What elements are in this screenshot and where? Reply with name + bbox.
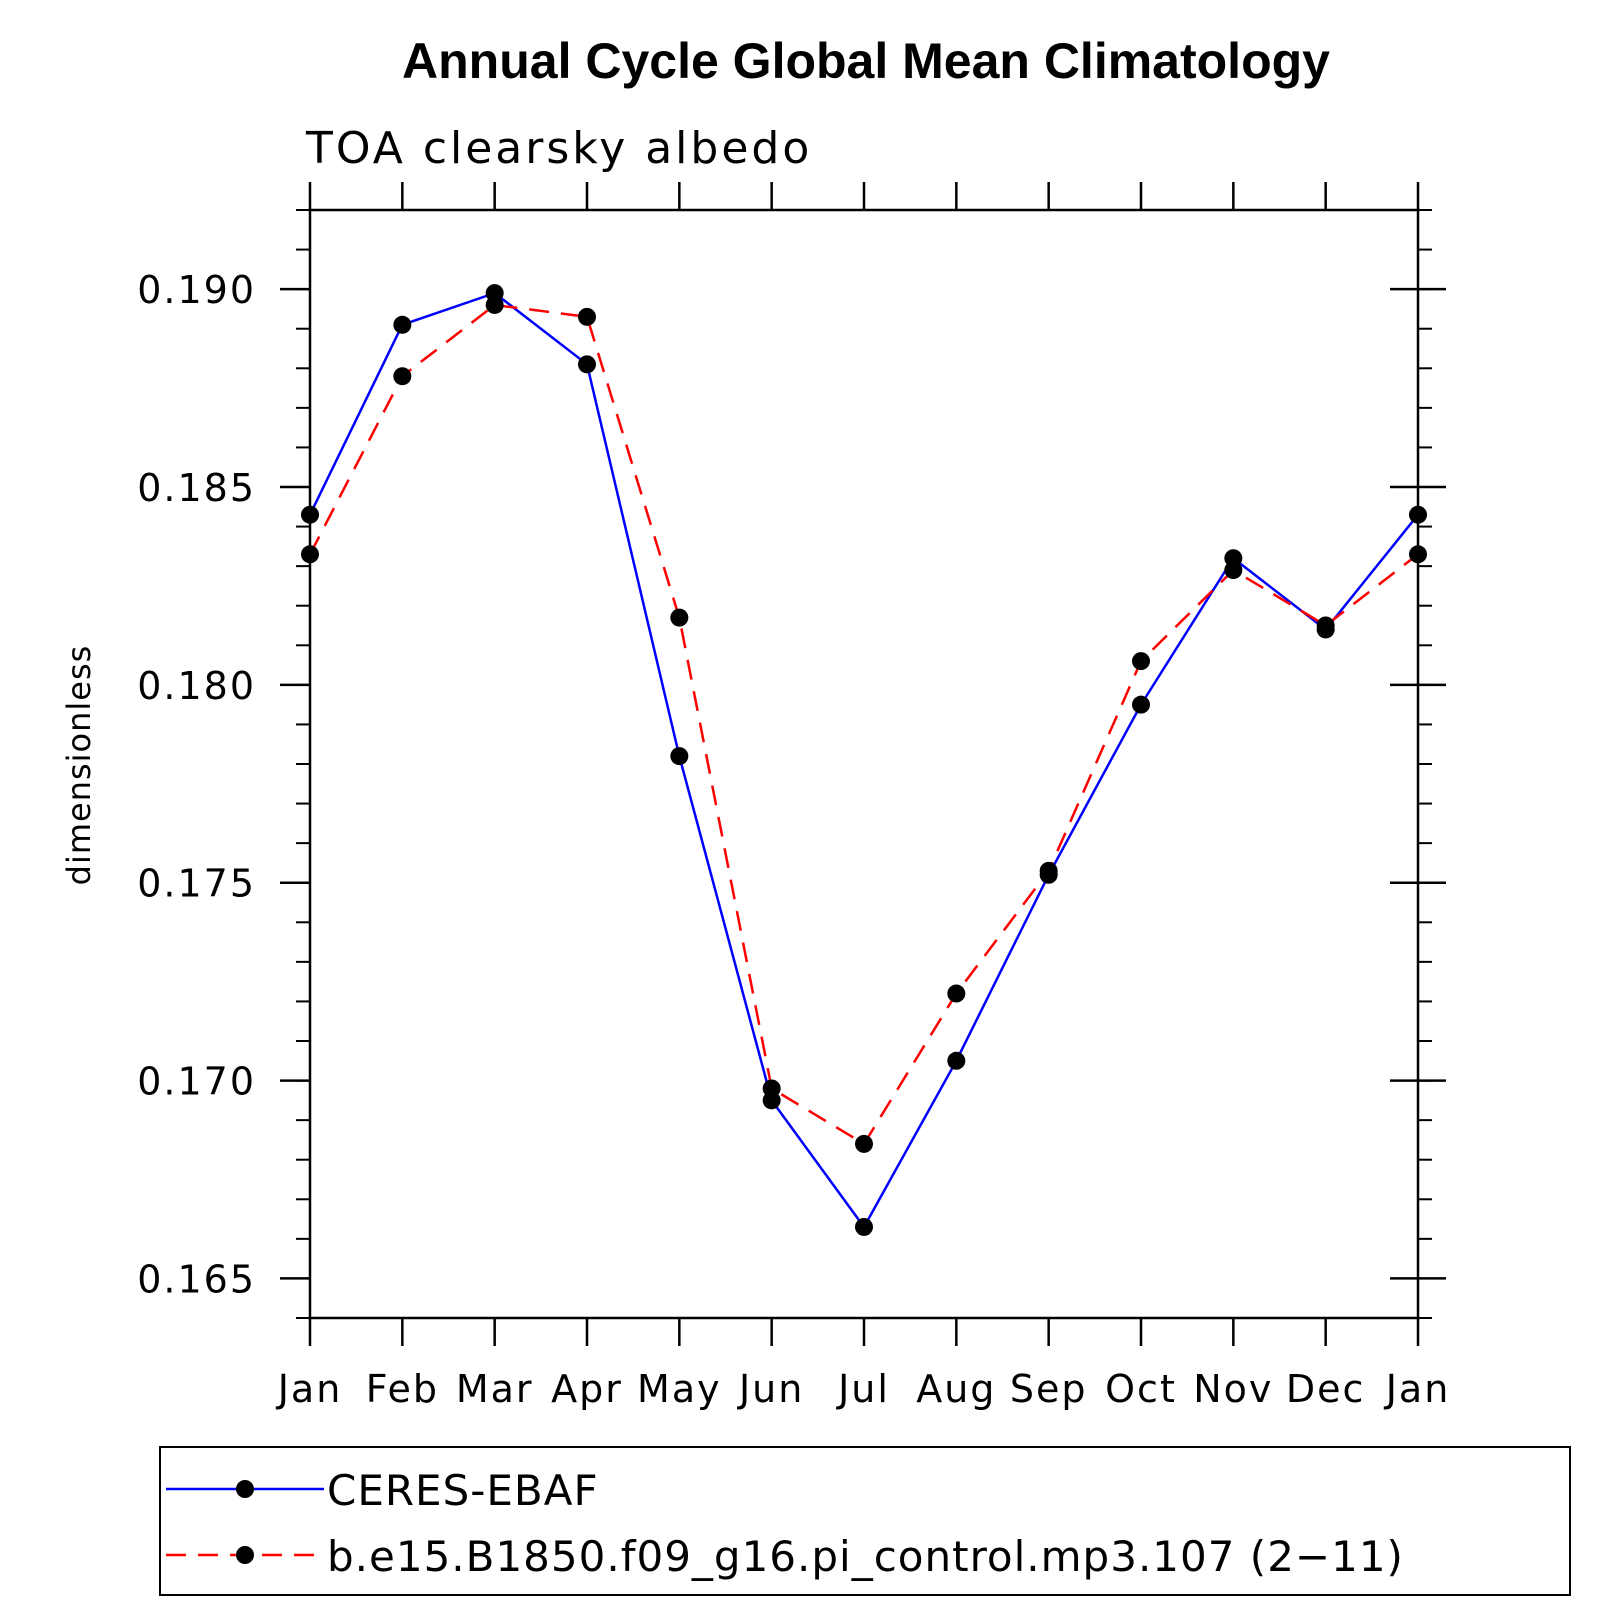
data-point-1 (1132, 652, 1150, 671)
axis-ticks (280, 182, 1446, 1346)
x-tick-label: Jun (737, 1367, 804, 1411)
x-tick-label: Jan (276, 1367, 343, 1411)
data-point-0 (1132, 695, 1150, 714)
data-point-1 (1409, 545, 1427, 564)
x-tick-label: Aug (916, 1367, 996, 1411)
legend-marker-ceres (236, 1480, 254, 1498)
x-tick-labels: Jan Feb Mar Apr May Jun Jul Aug Sep Oct Nov Dec Jan (276, 1367, 1451, 1411)
x-tick-label: Feb (366, 1367, 439, 1411)
x-tick-label: Nov (1193, 1367, 1273, 1411)
x-tick-label: Mar (456, 1367, 534, 1411)
data-point-0 (1409, 505, 1427, 524)
legend-label-ceres: CERES-EBAF (327, 1466, 599, 1515)
x-tick-label: Apr (551, 1367, 623, 1411)
y-tick-label: 0.180 (137, 664, 256, 708)
legend-box (159, 1446, 1571, 1596)
data-point-1 (393, 367, 412, 386)
data-point-0 (947, 1051, 966, 1070)
y-tick-label: 0.175 (137, 862, 256, 906)
data-point-0 (855, 1217, 873, 1236)
y-tick-label: 0.185 (137, 466, 256, 510)
legend-label-model: b.e15.B1850.f09_g16.pi_control.mp3.107 (… (327, 1532, 1404, 1581)
data-point-1 (301, 545, 319, 564)
x-tick-label: Oct (1105, 1367, 1177, 1411)
legend: CERES-EBAF b.e15.B1850.f09_g16.pi_contro… (159, 1446, 1571, 1596)
x-tick-label: Jul (836, 1367, 890, 1411)
legend-marker-model (236, 1546, 254, 1564)
data-point-1 (670, 608, 689, 627)
chart-title: Annual Cycle Global Mean Climatology (402, 33, 1330, 89)
y-tick-label: 0.190 (137, 268, 256, 312)
series-markers (301, 284, 1427, 1236)
x-tick-label: May (637, 1367, 722, 1411)
data-point-1 (855, 1134, 873, 1153)
data-point-1 (1316, 616, 1335, 635)
x-tick-label: Dec (1286, 1367, 1366, 1411)
y-tick-label: 0.165 (137, 1257, 256, 1301)
x-tick-label: Sep (1010, 1367, 1088, 1411)
data-point-1 (1224, 561, 1243, 580)
x-tick-label: Jan (1384, 1367, 1451, 1411)
y-tick-labels: 0.165 0.170 0.175 0.180 0.185 0.190 (137, 268, 256, 1301)
y-tick-label: 0.170 (137, 1060, 256, 1104)
series-line-0 (308, 291, 1419, 1230)
data-point-1 (762, 1079, 781, 1098)
series-lines (308, 291, 1419, 1230)
data-point-1 (578, 307, 596, 326)
data-point-1 (1039, 861, 1058, 880)
series-line-1 (308, 303, 1419, 1146)
data-point-1 (947, 984, 966, 1003)
y-axis-label: dimensionless (60, 645, 98, 886)
data-point-1 (485, 295, 504, 314)
data-point-0 (578, 355, 596, 374)
data-point-0 (670, 747, 689, 766)
chart-subtitle: TOA clearsky albedo (305, 123, 812, 174)
data-point-0 (393, 315, 412, 334)
data-point-0 (301, 505, 319, 524)
